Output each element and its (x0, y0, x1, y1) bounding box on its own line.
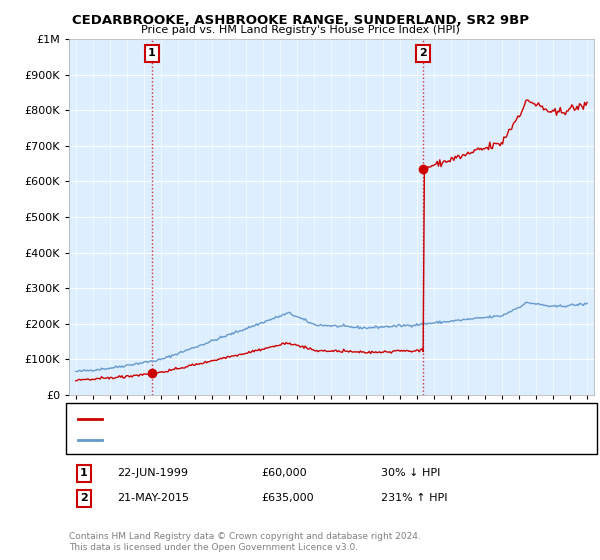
Text: HPI: Average price, detached house, Sunderland: HPI: Average price, detached house, Sund… (108, 435, 361, 445)
Text: 30% ↓ HPI: 30% ↓ HPI (381, 468, 440, 478)
Text: CEDARBROOKE, ASHBROOKE RANGE, SUNDERLAND, SR2 9BP (detached house): CEDARBROOKE, ASHBROOKE RANGE, SUNDERLAND… (108, 413, 524, 423)
Text: 21-MAY-2015: 21-MAY-2015 (117, 493, 189, 503)
Text: 1: 1 (80, 468, 88, 478)
Text: 2: 2 (80, 493, 88, 503)
Text: 22-JUN-1999: 22-JUN-1999 (117, 468, 188, 478)
Text: £635,000: £635,000 (261, 493, 314, 503)
Text: 231% ↑ HPI: 231% ↑ HPI (381, 493, 448, 503)
Text: Price paid vs. HM Land Registry's House Price Index (HPI): Price paid vs. HM Land Registry's House … (140, 25, 460, 35)
Text: CEDARBROOKE, ASHBROOKE RANGE, SUNDERLAND, SR2 9BP: CEDARBROOKE, ASHBROOKE RANGE, SUNDERLAND… (71, 14, 529, 27)
Text: £60,000: £60,000 (261, 468, 307, 478)
Text: 1: 1 (148, 48, 156, 58)
Text: 2: 2 (419, 48, 427, 58)
Text: Contains HM Land Registry data © Crown copyright and database right 2024.
This d: Contains HM Land Registry data © Crown c… (69, 532, 421, 552)
